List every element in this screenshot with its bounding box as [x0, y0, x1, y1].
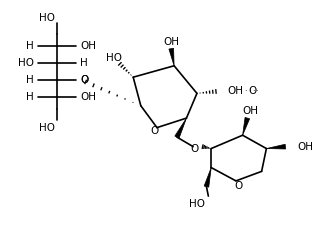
Text: HO: HO — [18, 58, 34, 68]
Text: H: H — [27, 92, 34, 102]
Text: OH: OH — [242, 106, 258, 116]
Polygon shape — [175, 118, 187, 138]
Text: O: O — [235, 181, 243, 191]
Text: HO: HO — [39, 123, 55, 133]
Text: HO: HO — [188, 199, 205, 209]
Polygon shape — [266, 144, 286, 149]
Text: OH: OH — [80, 92, 96, 102]
Text: O: O — [190, 144, 198, 154]
Polygon shape — [243, 117, 250, 135]
Text: O: O — [80, 75, 88, 85]
Text: ·: · — [248, 87, 251, 96]
Text: O: O — [80, 75, 88, 85]
Text: H: H — [80, 58, 88, 68]
Polygon shape — [169, 48, 174, 66]
Text: OH: OH — [298, 142, 313, 152]
Text: ·: · — [244, 87, 247, 96]
Text: OH: OH — [80, 41, 96, 51]
Text: HO: HO — [106, 53, 122, 63]
Text: ·: · — [252, 87, 254, 96]
Text: OH: OH — [163, 37, 179, 47]
Text: O: O — [150, 126, 158, 136]
Text: H: H — [27, 75, 34, 85]
Text: ·: · — [255, 87, 258, 96]
Polygon shape — [204, 168, 211, 187]
Text: O: O — [248, 86, 257, 96]
Text: OH: OH — [227, 86, 244, 96]
Text: HO: HO — [39, 13, 55, 23]
Text: H: H — [27, 41, 34, 51]
